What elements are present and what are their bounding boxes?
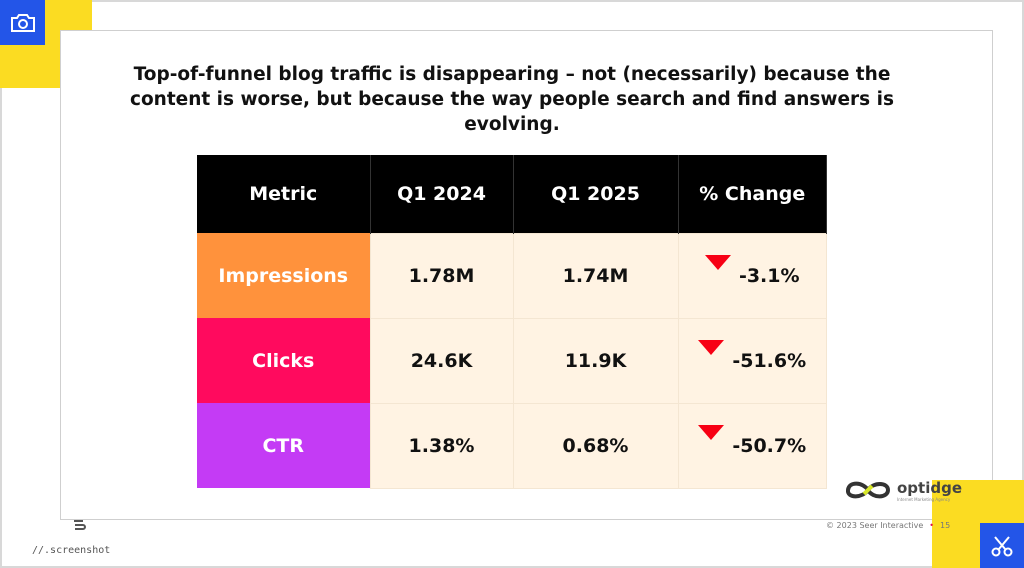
table-header: Metric Q1 2024 Q1 2025 % Change: [197, 155, 827, 233]
header-change: % Change: [678, 155, 827, 233]
change-value: -51.6%: [732, 349, 807, 372]
optidge-logo: optidge Internet Marketing Agency: [843, 478, 962, 502]
screenshot-button[interactable]: [0, 0, 45, 45]
crop-button[interactable]: [980, 523, 1024, 568]
metric-cell: Clicks: [197, 318, 370, 403]
header-q1-2025: Q1 2025: [513, 155, 679, 233]
q1-2025-cell: 1.74M: [512, 232, 679, 319]
infinity-icon: [846, 481, 891, 499]
change-cell: -51.6%: [677, 317, 827, 404]
q1-2025-cell: 11.9K: [512, 317, 679, 404]
q1-2025-cell: 0.68%: [512, 402, 679, 489]
logo-name: optidge: [897, 478, 963, 497]
down-arrow-icon: [698, 424, 725, 440]
down-arrow-icon: [704, 254, 731, 270]
q1-2024-cell: 1.78M: [369, 232, 514, 319]
header-q1-2024: Q1 2024: [370, 155, 514, 233]
logo-tagline: Internet Marketing Agency: [897, 496, 951, 502]
page-number: 15: [940, 521, 951, 530]
metric-cell: CTR: [197, 403, 370, 488]
camera-icon: [10, 13, 35, 32]
change-value: -50.7%: [732, 434, 807, 457]
seer-logo-icon: [74, 520, 86, 530]
change-cell: -3.1%: [677, 232, 827, 319]
table-row: Clicks 24.6K 11.9K -51.6%: [197, 317, 827, 404]
copyright: © 2023 Seer Interactive: [826, 521, 924, 530]
scissors-icon: [991, 535, 1013, 556]
metrics-table: Metric Q1 2024 Q1 2025 % Change Impressi…: [197, 155, 827, 489]
metric-cell: Impressions: [197, 233, 370, 318]
change-cell: -50.7%: [677, 402, 827, 489]
table-row: CTR 1.38% 0.68% -50.7%: [197, 402, 827, 489]
down-arrow-icon: [698, 339, 725, 355]
app-label: //.screenshot: [32, 545, 111, 556]
slide-footer: © 2023 Seer Interactive • 15: [826, 521, 951, 530]
slide-title: Top-of-funnel blog traffic is disappeari…: [129, 64, 894, 135]
change-value: -3.1%: [738, 264, 800, 287]
q1-2024-cell: 24.6K: [369, 317, 514, 404]
q1-2024-cell: 1.38%: [369, 402, 514, 489]
header-metric: Metric: [197, 155, 371, 233]
table-row: Impressions 1.78M 1.74M -3.1%: [197, 232, 827, 319]
